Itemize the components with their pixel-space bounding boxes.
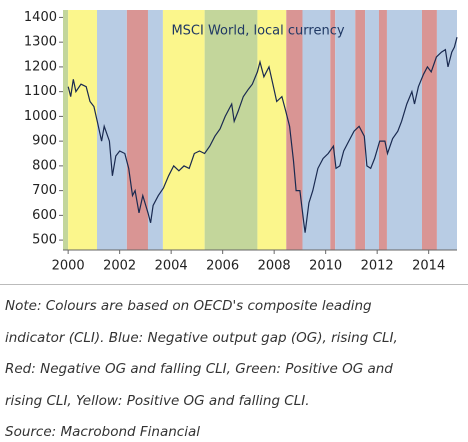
y-tick-label: 1400 xyxy=(24,10,57,25)
y-tick-label: 1300 xyxy=(24,35,57,50)
note-line: Red: Negative OG and falling CLI, Green:… xyxy=(5,361,393,377)
x-tick-label: 2010 xyxy=(309,259,342,274)
regime-band xyxy=(421,10,437,250)
regime-band xyxy=(378,10,387,250)
regime-band xyxy=(63,10,69,250)
regime-band xyxy=(355,10,366,250)
regime-band xyxy=(204,10,258,250)
regime-band xyxy=(68,10,97,250)
regime-band xyxy=(386,10,422,250)
series-line xyxy=(67,37,458,233)
y-tick-label: 500 xyxy=(32,233,57,248)
regime-band xyxy=(147,10,163,250)
regime-band xyxy=(257,10,287,250)
x-tick-label: 2004 xyxy=(155,259,188,274)
note-line: Note: Colours are based on OECD's compos… xyxy=(5,298,372,314)
regime-band xyxy=(162,10,205,250)
y-tick-label: 1200 xyxy=(24,59,57,74)
x-tick-label: 2014 xyxy=(412,259,445,274)
x-tick-label: 2012 xyxy=(361,259,394,274)
note-line: rising CLI, Yellow: Positive OG and fall… xyxy=(5,392,310,409)
y-tick-label: 1000 xyxy=(24,109,57,124)
regime-band xyxy=(335,10,356,250)
regime-band xyxy=(126,10,148,250)
regime-band xyxy=(96,10,127,250)
x-tick-label: 2008 xyxy=(258,259,291,274)
regime-band xyxy=(330,10,336,250)
regime-band xyxy=(286,10,303,250)
chart: MSCI World, local currency 500 600 700 800 9… xyxy=(24,10,458,274)
note-line: indicator (CLI). Blue: Negative output g… xyxy=(5,329,398,346)
regime-band xyxy=(436,10,457,250)
separator xyxy=(0,284,468,285)
y-tick-label: 600 xyxy=(32,208,57,223)
regime-band xyxy=(365,10,379,250)
y-tick-label: 800 xyxy=(32,158,57,173)
x-tick-label: 2002 xyxy=(103,259,136,274)
y-tick-label: 900 xyxy=(32,134,57,149)
y-tick-label: 1100 xyxy=(24,84,57,99)
x-tick-label: 2000 xyxy=(52,259,85,274)
regime-band xyxy=(302,10,331,250)
y-tick-label: 700 xyxy=(32,183,57,198)
note-line: Source: Macrobond Financial xyxy=(5,424,200,440)
x-tick-label: 2006 xyxy=(206,259,239,274)
chart-title: MSCI World, local currency xyxy=(171,24,344,39)
